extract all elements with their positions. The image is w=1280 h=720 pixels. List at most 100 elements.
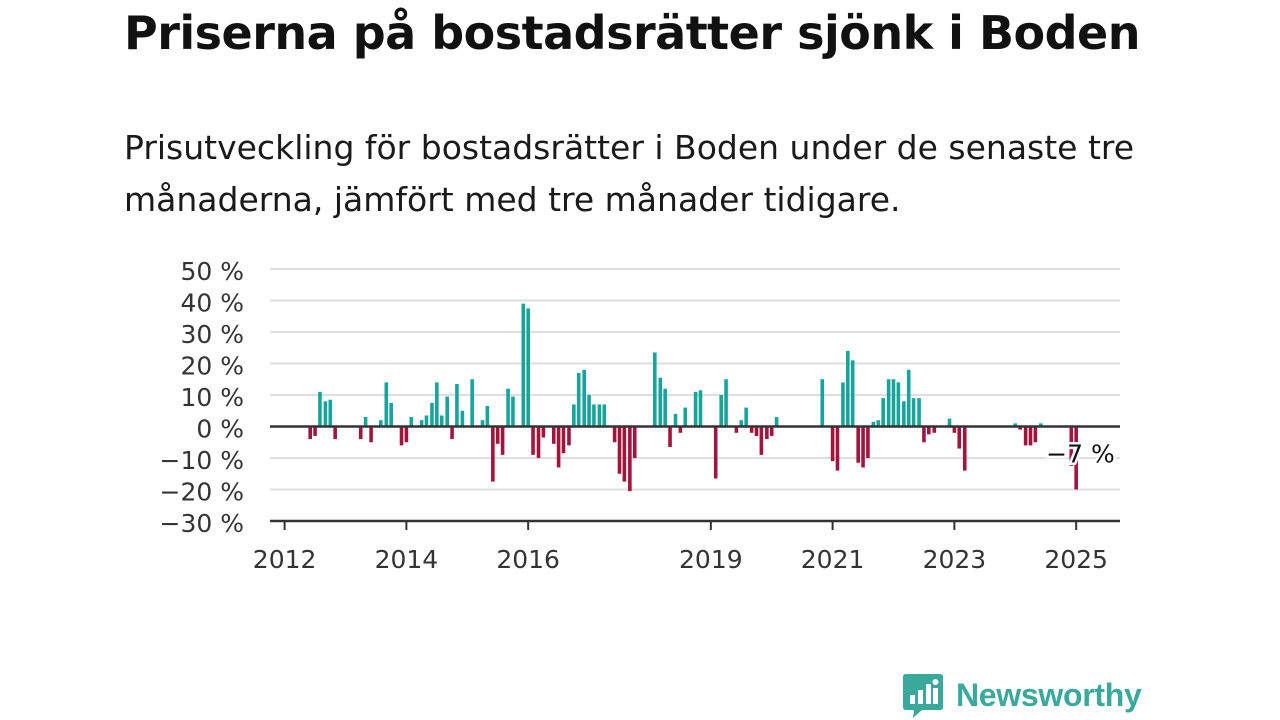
bar [399, 426, 404, 446]
bar [911, 398, 916, 427]
bar [719, 395, 723, 427]
bar [932, 426, 937, 433]
bar [445, 396, 449, 427]
bar [470, 379, 474, 427]
bar [906, 369, 911, 427]
bar [313, 426, 317, 436]
y-axis-tick-labels: 50 % 40 %30 % 20 %10 % 0 %−10 % −20 %−30 % [160, 257, 244, 538]
bar [846, 350, 850, 427]
bar [455, 383, 459, 427]
bar [587, 395, 591, 427]
bar [724, 379, 728, 427]
bar [734, 426, 739, 433]
bar [698, 390, 703, 427]
bar [572, 404, 576, 427]
bar [759, 426, 764, 455]
bar [551, 426, 556, 444]
y-tick-label: 40 % [180, 289, 244, 318]
bar [328, 399, 333, 427]
bar [896, 382, 901, 427]
y-tick-label: −10 % [160, 446, 244, 475]
bar [871, 421, 876, 427]
bar [358, 426, 363, 440]
bar [1074, 426, 1078, 490]
bar [567, 426, 571, 446]
bar [430, 402, 434, 427]
bar [409, 417, 414, 427]
bar [318, 391, 322, 427]
bar [841, 382, 845, 427]
bar [653, 352, 657, 427]
x-tick-label: 2019 [679, 545, 743, 574]
x-tick-label: 2025 [1044, 545, 1108, 574]
y-tick-label: 10 % [180, 383, 244, 412]
bar [531, 426, 535, 455]
bar [886, 379, 891, 427]
bar [500, 426, 505, 455]
bar [622, 426, 627, 482]
bar [765, 426, 769, 440]
annotation-label: −7 % [1046, 440, 1115, 469]
bar [632, 426, 637, 458]
bar [1039, 423, 1043, 427]
bar [922, 426, 926, 443]
bar [947, 418, 952, 427]
bar [363, 417, 368, 427]
chart-subtitle: Prisutveckling för bostadsrätter i Boden… [124, 128, 1135, 219]
bar [521, 303, 526, 427]
bar [491, 426, 495, 482]
bar [835, 426, 840, 471]
y-tick-label: 0 % [196, 415, 244, 444]
bar [830, 426, 835, 462]
bar [693, 391, 698, 427]
bar [769, 426, 774, 436]
bar [419, 420, 424, 427]
bar [384, 382, 389, 427]
bar [1018, 426, 1022, 430]
bar [389, 402, 393, 427]
bar [582, 369, 586, 427]
bar [541, 426, 546, 438]
bars [308, 303, 1078, 492]
bar [850, 360, 855, 427]
bar [435, 382, 439, 427]
bar [404, 426, 409, 443]
x-tick-label: 2014 [375, 545, 439, 574]
bar [628, 426, 632, 492]
bar [439, 415, 444, 427]
x-axis: 2012 2014 2016 2019 2021 2023 2025 [253, 425, 1120, 574]
bar [881, 398, 885, 427]
brand-logo: Newsworthy [902, 670, 1142, 720]
bar [668, 426, 672, 447]
y-tick-label: −20 % [160, 478, 244, 507]
bar [673, 413, 678, 427]
bar [1033, 426, 1038, 443]
bar [511, 396, 515, 427]
bar [506, 388, 510, 427]
bar [744, 407, 748, 427]
bar [820, 379, 825, 427]
bar [450, 426, 454, 440]
bar [678, 426, 683, 433]
bar [902, 401, 906, 427]
bar [460, 410, 465, 427]
bar [597, 404, 602, 427]
bar [602, 404, 607, 427]
bar [1023, 426, 1028, 446]
bar [663, 388, 667, 427]
bar [962, 426, 967, 471]
bar [876, 420, 881, 427]
bar [556, 426, 561, 468]
y-tick-label: 20 % [180, 352, 244, 381]
bar [576, 372, 581, 427]
bar [754, 426, 759, 436]
bar [774, 417, 779, 427]
x-tick-label: 2021 [801, 545, 865, 574]
gridlines [270, 268, 1120, 491]
bar [485, 406, 490, 427]
bar [379, 420, 383, 427]
bar [369, 426, 373, 443]
bar [1069, 426, 1074, 466]
bar [957, 426, 962, 449]
bar [866, 426, 870, 458]
